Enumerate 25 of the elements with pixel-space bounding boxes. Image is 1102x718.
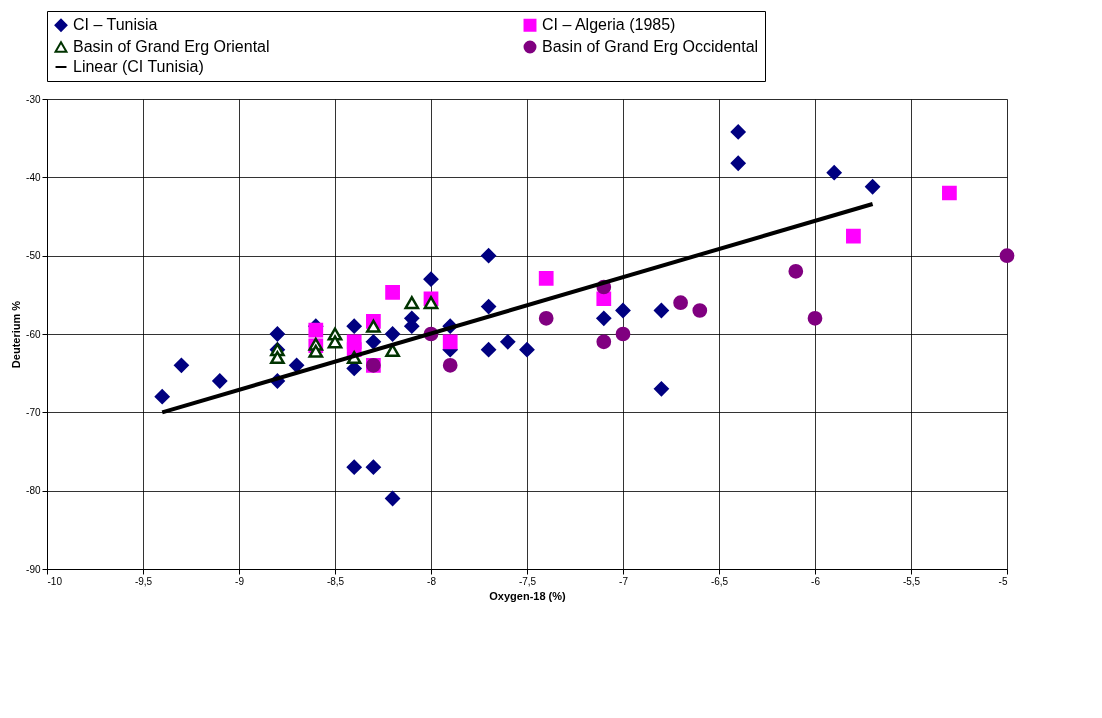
legend-label: Basin of Grand Erg Occidental xyxy=(542,38,759,55)
legend-label: Linear (CI Tunisia) xyxy=(73,58,204,75)
legend-label: CI – Algeria (1985) xyxy=(542,16,676,34)
y-tick-label: -70 xyxy=(26,406,41,418)
y-tick-label: -60 xyxy=(26,328,41,340)
legend-label: Basin of Grand Erg Oriental xyxy=(73,38,270,55)
x-tick-label: -8,5 xyxy=(326,575,345,587)
x-axis-title: Oxygen-18 (%) xyxy=(489,589,567,602)
x-tick-label: -7,5 xyxy=(518,575,537,587)
y-tick-label: -40 xyxy=(26,171,41,183)
y-tick-label: -80 xyxy=(26,485,41,497)
x-tick-label: -10 xyxy=(47,575,63,587)
y-tick-label: -90 xyxy=(26,563,41,575)
x-tick-label: -9,5 xyxy=(134,575,153,587)
y-axis-title: Deuterium % xyxy=(10,300,23,369)
y-tick-label: -50 xyxy=(26,250,41,262)
x-tick-label: -7 xyxy=(619,575,629,587)
x-tick-label: -8 xyxy=(427,575,437,587)
x-tick-label: -5,5 xyxy=(902,575,921,587)
x-tick-label: -9 xyxy=(235,575,245,587)
x-tick-label: -5 xyxy=(998,575,1008,587)
x-tick-label: -6 xyxy=(811,575,821,587)
y-tick-label: -30 xyxy=(26,93,41,105)
legend-label: CI – Tunisia xyxy=(73,16,158,34)
x-tick-label: -6,5 xyxy=(710,575,729,587)
